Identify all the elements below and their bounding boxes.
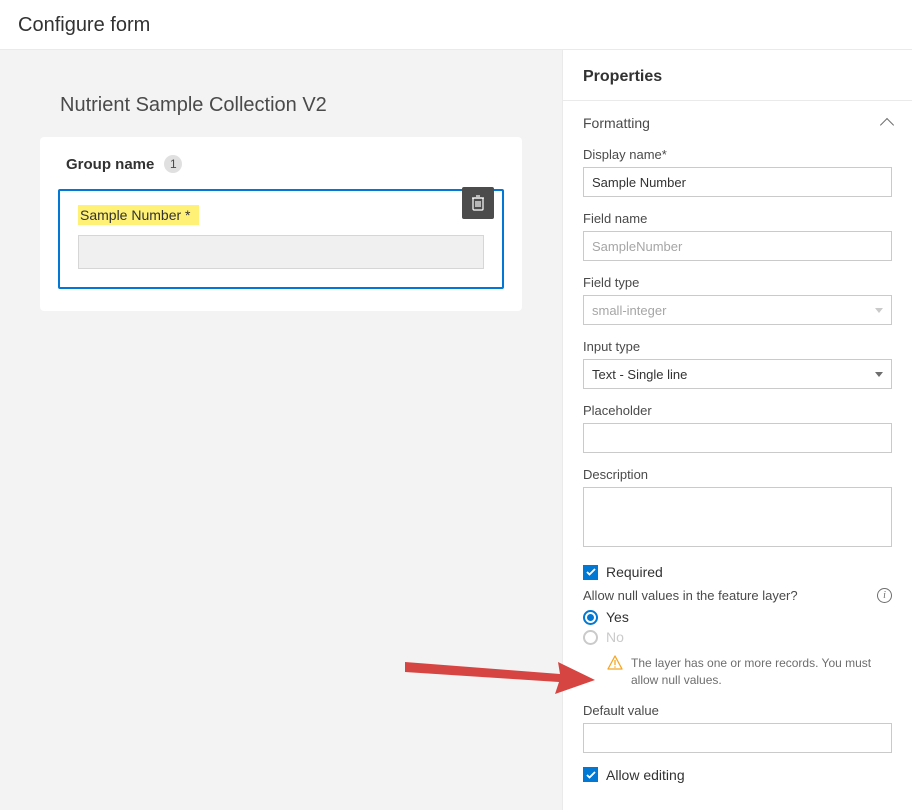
field-value-input[interactable] — [78, 235, 484, 269]
group-name-label: Group name — [66, 156, 154, 173]
check-icon — [586, 568, 596, 576]
chevron-down-icon — [875, 308, 883, 313]
input-type-value: Text - Single line — [592, 367, 687, 382]
main-layout: Nutrient Sample Collection V2 Group name… — [0, 50, 912, 810]
field-type-value: small-integer — [592, 303, 666, 318]
group-count-badge: 1 — [164, 155, 182, 173]
required-row[interactable]: Required — [583, 564, 892, 580]
page-header: Configure form — [0, 0, 912, 50]
check-icon — [586, 771, 596, 779]
group-card[interactable]: Group name 1 Sample Number * — [40, 137, 522, 311]
radio-yes[interactable] — [583, 610, 598, 625]
properties-title: Properties — [563, 50, 912, 101]
radio-yes-label: Yes — [606, 609, 629, 625]
allow-editing-row[interactable]: Allow editing — [583, 767, 892, 783]
formatting-section-body: Display name* Field name Field type smal… — [563, 141, 912, 810]
input-type-label: Input type — [583, 339, 892, 354]
display-name-label: Display name* — [583, 147, 892, 162]
warning-icon — [607, 655, 623, 689]
allow-null-yes-row[interactable]: Yes — [583, 609, 892, 625]
field-label-highlighted: Sample Number * — [78, 205, 199, 225]
radio-no-label: No — [606, 629, 624, 645]
page-title: Configure form — [18, 14, 150, 36]
delete-field-button[interactable] — [462, 187, 494, 219]
field-type-label: Field type — [583, 275, 892, 290]
warning-row: The layer has one or more records. You m… — [607, 655, 892, 689]
placeholder-input[interactable] — [583, 423, 892, 453]
field-card-sample-number[interactable]: Sample Number * — [58, 189, 504, 289]
display-name-row: Display name* — [583, 147, 892, 197]
field-name-row: Field name — [583, 211, 892, 261]
placeholder-row: Placeholder — [583, 403, 892, 453]
field-name-input — [583, 231, 892, 261]
field-name-label: Field name — [583, 211, 892, 226]
field-label-row: Sample Number * — [78, 205, 484, 225]
form-canvas: Nutrient Sample Collection V2 Group name… — [0, 50, 562, 810]
chevron-down-icon — [875, 372, 883, 377]
properties-panel: Properties Formatting Display name* Fiel… — [562, 50, 912, 810]
default-value-input[interactable] — [583, 723, 892, 753]
default-value-row: Default value — [583, 703, 892, 753]
input-type-select[interactable]: Text - Single line — [583, 359, 892, 389]
required-checkbox[interactable] — [583, 565, 598, 580]
allow-null-question-row: Allow null values in the feature layer? … — [583, 588, 892, 603]
description-label: Description — [583, 467, 892, 482]
info-icon[interactable]: i — [877, 588, 892, 603]
field-type-row: Field type small-integer — [583, 275, 892, 325]
group-header: Group name 1 — [58, 155, 504, 173]
chevron-up-icon — [880, 118, 894, 132]
default-value-label: Default value — [583, 703, 892, 718]
formatting-section-label: Formatting — [583, 115, 650, 131]
form-title: Nutrient Sample Collection V2 — [40, 78, 522, 137]
trash-icon — [471, 195, 485, 211]
input-type-row: Input type Text - Single line — [583, 339, 892, 389]
allow-null-no-row: No — [583, 629, 892, 645]
radio-no — [583, 630, 598, 645]
required-label: Required — [606, 564, 663, 580]
allow-null-question: Allow null values in the feature layer? — [583, 588, 798, 603]
warning-text: The layer has one or more records. You m… — [631, 655, 892, 689]
allow-editing-checkbox[interactable] — [583, 767, 598, 782]
description-row: Description — [583, 467, 892, 550]
field-type-select: small-integer — [583, 295, 892, 325]
display-name-input[interactable] — [583, 167, 892, 197]
placeholder-label: Placeholder — [583, 403, 892, 418]
formatting-section-header[interactable]: Formatting — [563, 101, 912, 141]
description-textarea[interactable] — [583, 487, 892, 547]
allow-editing-label: Allow editing — [606, 767, 685, 783]
